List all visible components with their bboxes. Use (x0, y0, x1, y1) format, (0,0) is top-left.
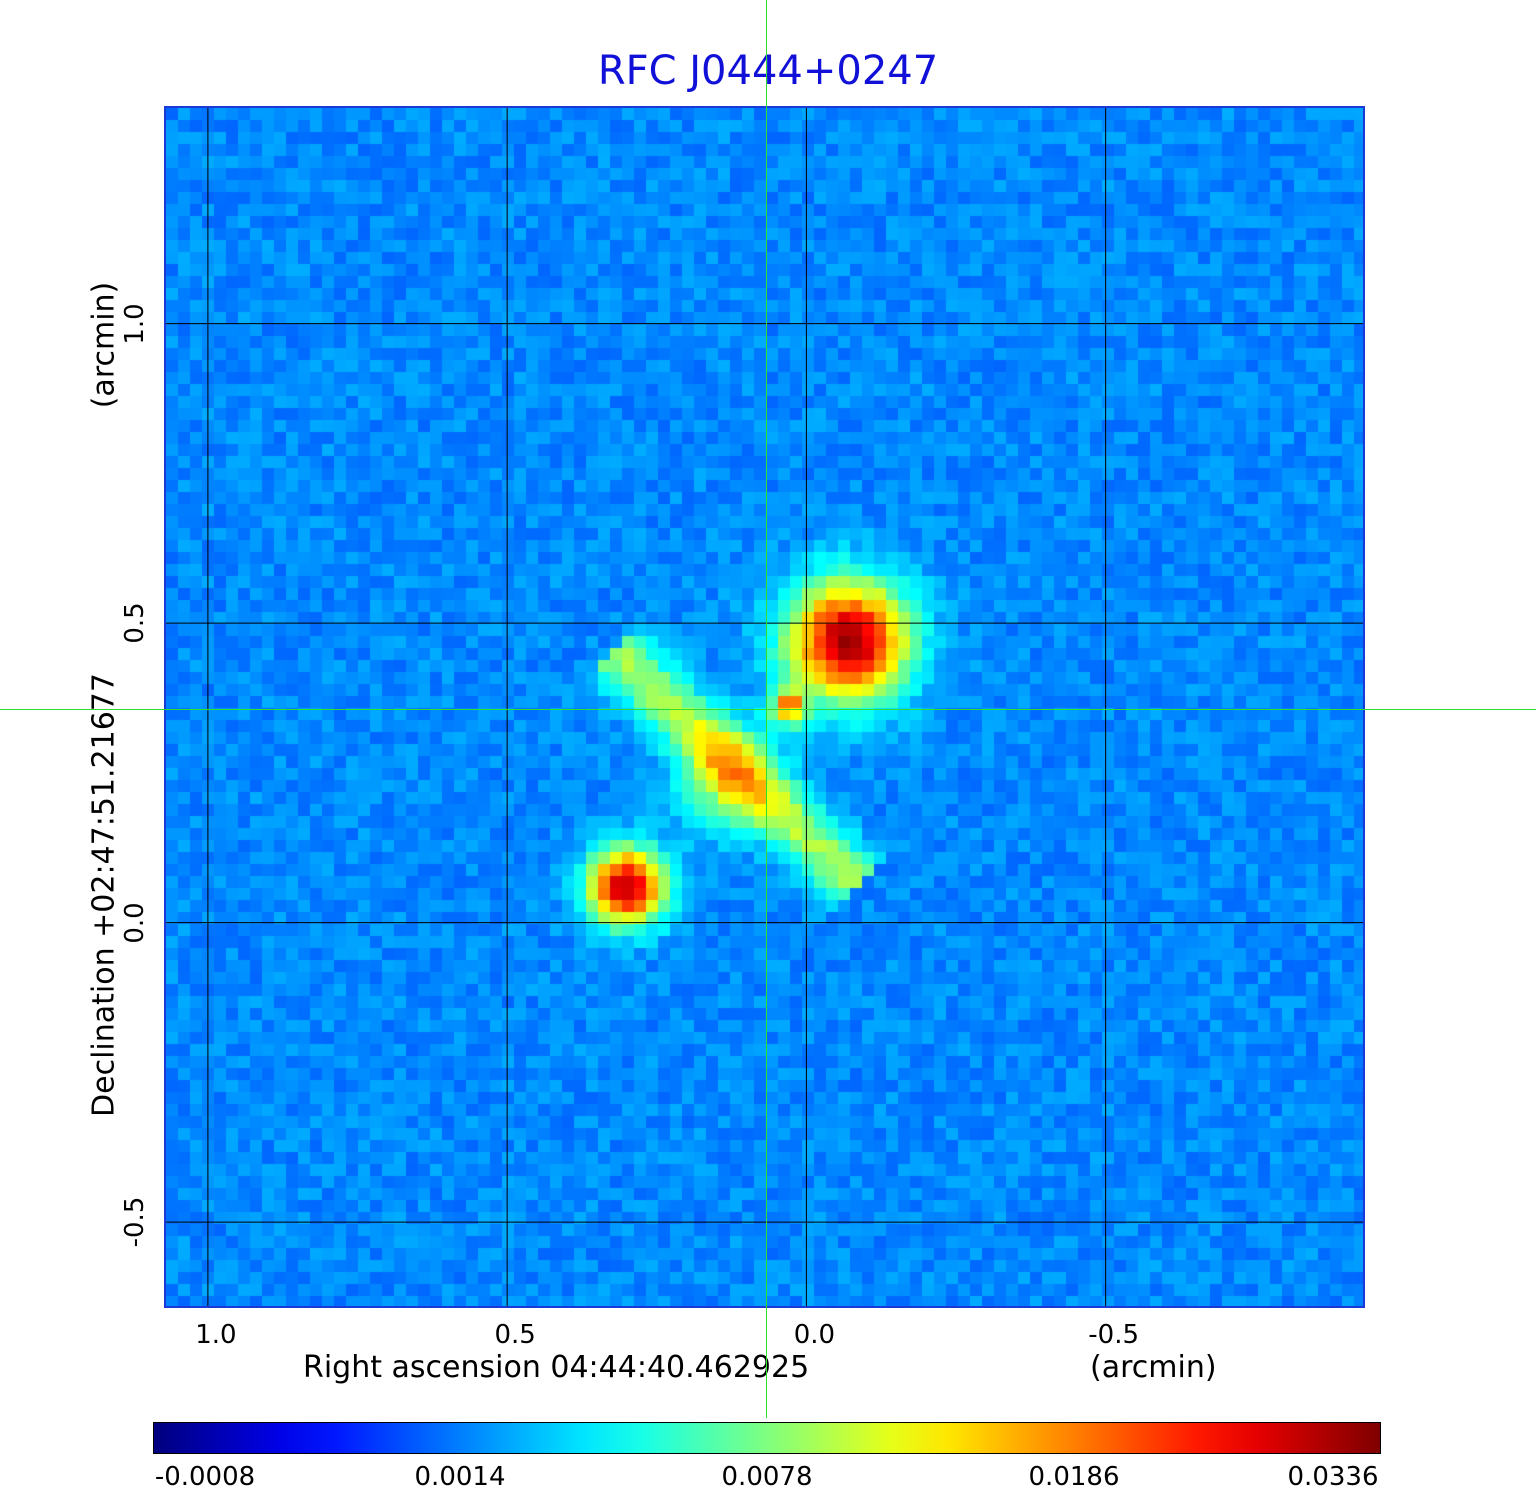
colorbar-tick-label: 0.0186 (1028, 1462, 1120, 1492)
x-tick-label: 1.0 (195, 1320, 237, 1350)
heatmap-plot (164, 106, 1365, 1308)
y-axis-unit: (arcmin) (86, 281, 122, 409)
x-tick-label: 0.0 (793, 1320, 836, 1350)
colorbar-tick-label: 0.0014 (414, 1462, 506, 1492)
crosshair-horizontal (0, 709, 1536, 710)
y-tick-label: 0.5 (120, 602, 150, 644)
y-tick-label: 0.0 (120, 901, 150, 944)
y-tick-label: -0.5 (120, 1196, 150, 1248)
x-axis-unit: (arcmin) (1090, 1350, 1217, 1385)
colorbar (153, 1422, 1381, 1454)
colorbar-tick-label: 0.0336 (1287, 1462, 1379, 1492)
colorbar-tick-label: -0.0008 (154, 1462, 256, 1492)
y-axis-label: Declination +02:47:51.21677 (86, 673, 122, 1117)
y-tick-label: 1.0 (120, 302, 150, 345)
x-axis-label: Right ascension 04:44:40.462925 (303, 1350, 810, 1385)
grid-lines (166, 108, 1363, 1306)
colorbar-tick-label: 0.0078 (721, 1462, 813, 1492)
x-tick-label: 0.5 (494, 1320, 536, 1350)
chart-title: RFC J0444+0247 (597, 48, 939, 94)
x-tick-label: -0.5 (1088, 1320, 1140, 1350)
heatmap-image (166, 108, 1363, 1306)
